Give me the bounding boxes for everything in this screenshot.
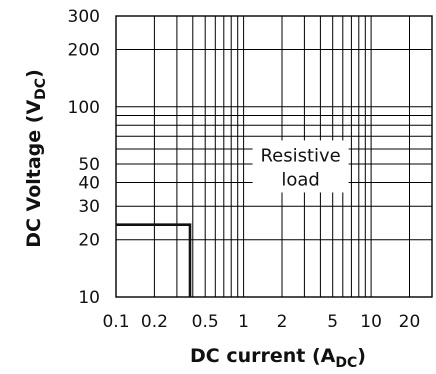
x-tick-labels: 0.1 0.2 0.5 1 2 5 10 20 <box>102 312 420 332</box>
x-tick-label: 1 <box>238 312 249 332</box>
x-tick-label: 5 <box>327 312 338 332</box>
x-axis-label: DC current (ADC) <box>190 345 366 371</box>
y-tick-label: 100 <box>68 98 100 118</box>
y-tick-label: 50 <box>78 155 100 175</box>
y-axis-label-subscript: DC <box>33 78 49 100</box>
y-axis-label-end: ) <box>23 69 45 78</box>
x-axis-label-main: DC current (A <box>190 345 336 367</box>
y-tick-label: 20 <box>78 231 100 251</box>
annotation-line-1: Resistive <box>260 145 340 166</box>
y-tick-label: 40 <box>78 174 100 194</box>
x-tick-label: 0.5 <box>192 312 219 332</box>
x-tick-label: 2 <box>277 312 288 332</box>
y-tick-label: 200 <box>68 41 100 61</box>
y-tick-label: 300 <box>68 7 100 27</box>
x-tick-label: 20 <box>399 312 421 332</box>
series-layer <box>116 223 192 297</box>
series-line <box>116 223 192 297</box>
x-axis-label-subscript: DC <box>335 355 357 371</box>
y-axis-label-main: DC Voltage (V <box>23 100 45 248</box>
y-tick-label: 30 <box>78 197 100 217</box>
x-tick-label: 10 <box>360 312 382 332</box>
annotation-resistive-load: Resistive load <box>252 140 349 193</box>
x-axis-label-end: ) <box>357 345 366 367</box>
y-axis-label: DC Voltage (VDC) <box>23 69 49 248</box>
x-tick-label: 0.1 <box>102 312 129 332</box>
plot-border <box>115 15 433 298</box>
annotation-background <box>252 140 349 193</box>
x-tick-label: 0.2 <box>141 312 168 332</box>
y-tick-label: 10 <box>78 288 100 308</box>
annotation-line-2: load <box>281 169 319 190</box>
